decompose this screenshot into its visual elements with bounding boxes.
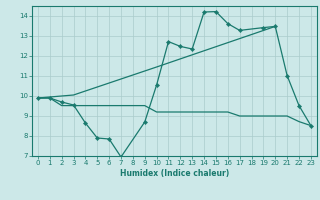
X-axis label: Humidex (Indice chaleur): Humidex (Indice chaleur) (120, 169, 229, 178)
